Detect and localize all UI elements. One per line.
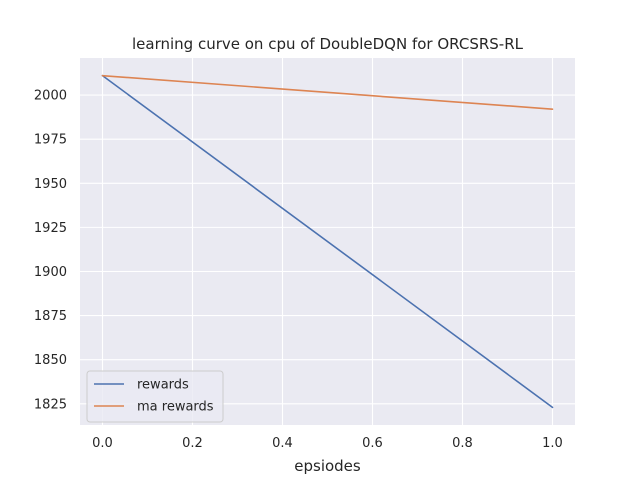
series-line-rewards [101, 74, 554, 409]
x-axis-label: epsiodes [294, 457, 361, 475]
x-tick-label: 0.2 [182, 436, 203, 451]
x-tick-label: 0.4 [272, 436, 293, 451]
legend: rewards ma rewards [86, 370, 224, 423]
y-tick-label: 1900 [34, 265, 67, 280]
x-tick-label: 0.8 [452, 436, 473, 451]
y-tick-label: 1875 [34, 309, 67, 324]
y-tick-label: 1950 [34, 177, 67, 192]
x-tick-label: 1.0 [542, 436, 563, 451]
grid-layer [80, 58, 575, 425]
y-tick-label: 1925 [34, 221, 67, 236]
legend-label-rewards: rewards [137, 378, 189, 393]
series-line-ma-rewards [101, 74, 554, 110]
chart-title: learning curve on cpu of DoubleDQN for O… [132, 35, 524, 53]
y-tick-label: 2000 [34, 89, 67, 104]
x-axis-ticks: 0.0 0.2 0.4 0.6 0.8 1.0 [92, 436, 563, 451]
legend-label-ma-rewards: ma rewards [137, 400, 214, 415]
x-tick-label: 0.0 [92, 436, 113, 451]
series-layer [101, 74, 554, 409]
y-tick-label: 1850 [34, 353, 67, 368]
y-tick-label: 1825 [34, 397, 67, 412]
x-tick-label: 0.6 [362, 436, 383, 451]
y-tick-label: 1975 [34, 133, 67, 148]
y-axis-ticks: 1825 1850 1875 1900 1925 1950 1975 2000 [34, 89, 67, 413]
